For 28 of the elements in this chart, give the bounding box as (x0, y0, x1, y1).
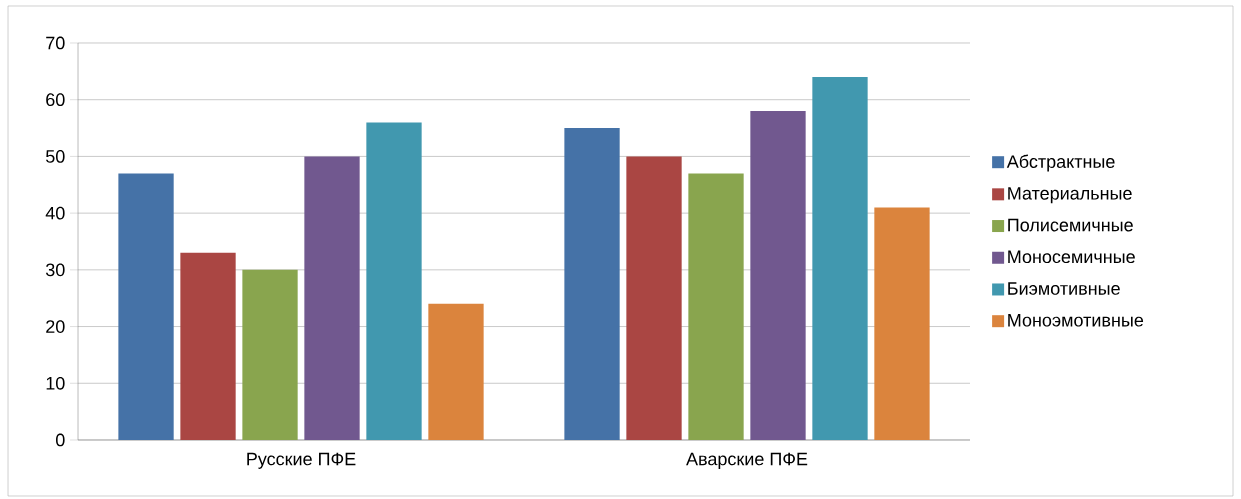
y-tick-label: 40 (45, 206, 65, 220)
x-tick-label: Аварские ПФЕ (686, 452, 808, 469)
bar (180, 252, 236, 440)
y-tick-label: 20 (46, 320, 65, 333)
bar (688, 173, 744, 440)
y-tick-label: 10 (46, 376, 65, 390)
y-tick-label: 30 (45, 263, 65, 277)
legend-label: Моноэмотивные (1008, 314, 1144, 327)
x-tick-label: Русские ПФЕ (247, 452, 356, 469)
y-tick-label: 50 (46, 150, 65, 163)
bar (750, 111, 806, 440)
bar (874, 207, 930, 440)
y-tick-label: 70 (46, 36, 65, 50)
bar (118, 173, 174, 440)
bar (564, 128, 620, 440)
y-tick-label: 60 (46, 93, 65, 107)
bar (304, 156, 360, 440)
legend-label: Абстрактные (1006, 154, 1115, 172)
bar (626, 156, 682, 440)
bar (366, 122, 422, 440)
legend-label: Полисемичные (1008, 218, 1133, 232)
bar (812, 77, 868, 440)
bar (242, 269, 298, 440)
legend-label: Материальные (1008, 187, 1132, 204)
legend-label: Биэмотивные (1008, 282, 1120, 295)
bar (428, 303, 484, 440)
legend-label: Моносемичные (1008, 250, 1135, 264)
y-tick-label: 0 (56, 433, 65, 447)
